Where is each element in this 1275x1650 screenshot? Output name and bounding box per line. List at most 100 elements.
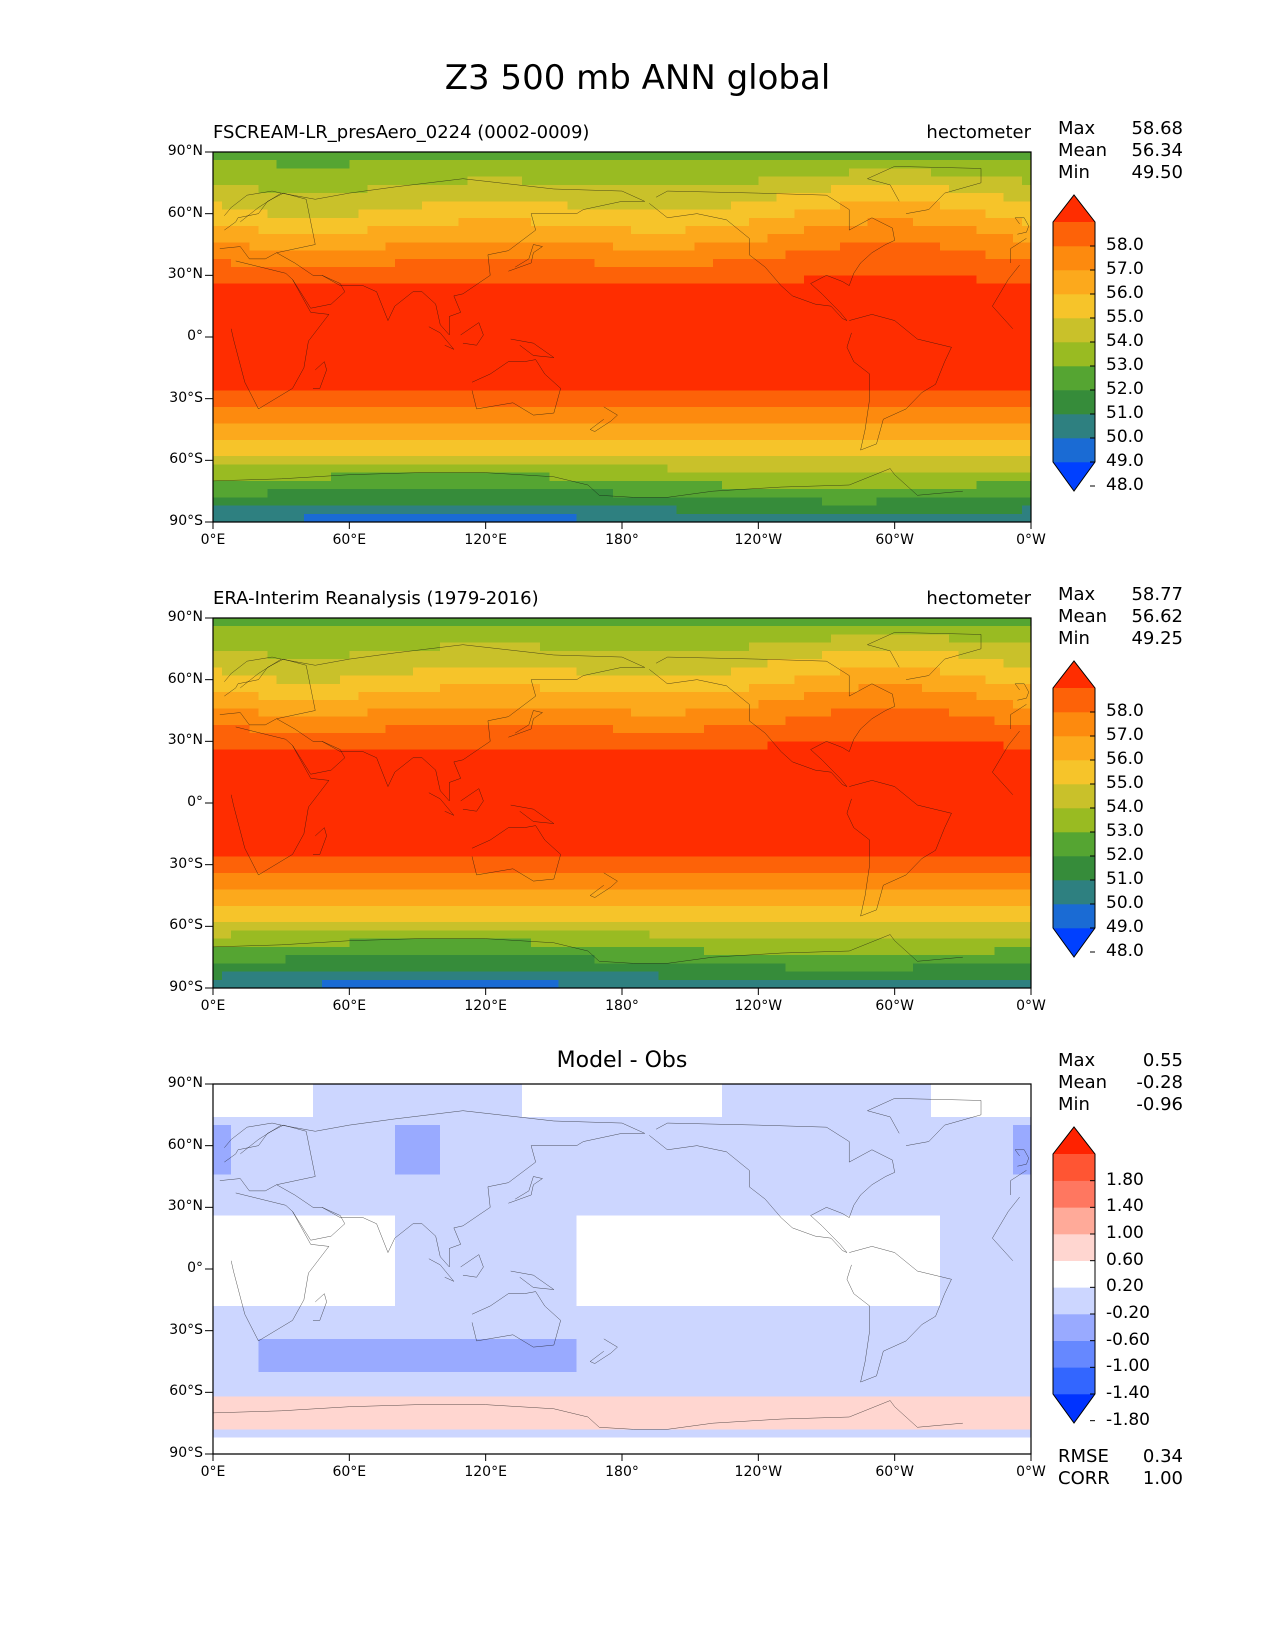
colorbar-2 xyxy=(1052,1126,1096,1424)
colorbar-bin xyxy=(1053,1154,1095,1181)
coastline xyxy=(293,1207,345,1240)
colorbar-tick-label: 48.0 xyxy=(1106,941,1144,961)
coastline xyxy=(213,469,963,498)
coastline xyxy=(590,1339,617,1364)
axis-ticks xyxy=(205,151,1032,529)
colorbar-tick-label: 0.20 xyxy=(1106,1276,1144,1297)
colorbar-tick-label: 57.0 xyxy=(1106,259,1144,279)
colorbar-tick-label: 51.0 xyxy=(1106,403,1144,423)
coastline xyxy=(867,632,981,679)
coastline xyxy=(277,645,645,801)
colorbar-bin xyxy=(1053,438,1095,463)
coastline xyxy=(992,265,1019,329)
colorbar-bin xyxy=(1053,1287,1095,1315)
colorbar-bin xyxy=(1053,1207,1095,1235)
coastline xyxy=(461,1255,484,1278)
coastline xyxy=(213,1401,963,1430)
coastline xyxy=(429,327,454,350)
coastline xyxy=(1015,1150,1029,1166)
y-tick-label: 60°N xyxy=(167,204,203,221)
coastline xyxy=(511,1271,554,1290)
coastline xyxy=(313,362,327,389)
coastline xyxy=(220,659,315,725)
stat-label-min: Min xyxy=(1058,162,1090,183)
y-tick-label: 0° xyxy=(187,794,203,810)
x-tick-label: 180° xyxy=(605,998,639,1014)
y-tick-label: 90°S xyxy=(169,979,203,995)
coastline xyxy=(1011,704,1027,729)
x-tick-label: 120°E xyxy=(464,532,507,548)
stat-value-mean: -0.28 xyxy=(1136,1072,1183,1093)
x-tick-label: 120°W xyxy=(734,998,783,1014)
colorbar-tick-label: -1.00 xyxy=(1106,1356,1150,1377)
stat-value-mean: 56.34 xyxy=(1131,140,1183,161)
coastline xyxy=(508,245,542,272)
coastline xyxy=(429,1259,454,1282)
coastline xyxy=(472,1292,561,1348)
colorbar-bin xyxy=(1053,784,1095,809)
x-tick-label: 0°W xyxy=(1016,1464,1046,1480)
colorbar-bin xyxy=(1053,366,1095,391)
stat-value-corr: 1.00 xyxy=(1142,1468,1183,1489)
colorbar-extend-min xyxy=(1053,462,1095,491)
colorbar-1 xyxy=(1052,660,1096,958)
stat-label-mean: Mean xyxy=(1058,140,1108,161)
stat-label-max: Max xyxy=(1058,1050,1096,1071)
colorbar-bin xyxy=(1053,712,1095,737)
coastline xyxy=(220,1125,315,1191)
colorbar-0 xyxy=(1052,194,1096,492)
colorbar-bin xyxy=(1053,1340,1095,1368)
colorbar-bin xyxy=(1053,1234,1095,1261)
coastline xyxy=(224,1123,281,1154)
colorbar-bin xyxy=(1053,246,1095,271)
colorbar-bin xyxy=(1053,390,1095,415)
colorbar-extend-max xyxy=(1053,195,1095,222)
x-tick-label: 0°E xyxy=(200,998,226,1014)
stat-value-min: 49.50 xyxy=(1131,162,1183,183)
y-tick-label: 0° xyxy=(187,328,203,344)
colorbar-bin xyxy=(1053,1260,1095,1288)
colorbar-bin xyxy=(1053,880,1095,905)
y-tick-label: 90°S xyxy=(169,513,203,529)
colorbar-tick-label: 52.0 xyxy=(1106,379,1144,399)
colorbar-extend-max xyxy=(1053,661,1095,688)
coastline xyxy=(231,261,329,409)
y-tick-label: 30°N xyxy=(167,266,203,283)
colorbar-bin xyxy=(1053,294,1095,319)
panel-units: hectometer xyxy=(926,588,1031,609)
colorbar-tick-label: 49.0 xyxy=(1106,451,1144,471)
y-tick-label: 30°S xyxy=(169,1321,203,1338)
x-tick-label: 120°W xyxy=(734,1464,783,1480)
coastline xyxy=(847,314,952,450)
colorbar-bin xyxy=(1053,832,1095,857)
y-tick-label: 90°N xyxy=(167,143,203,159)
coastline xyxy=(293,741,345,774)
colorbar-tick-label: 53.0 xyxy=(1106,821,1144,841)
coastline xyxy=(649,1123,894,1253)
colorbar-tick-label: 58.0 xyxy=(1106,235,1144,255)
y-tick-label: 60°S xyxy=(169,451,203,468)
coastline xyxy=(649,657,894,787)
coastline xyxy=(293,275,345,308)
y-tick-label: 90°N xyxy=(167,1075,203,1091)
x-tick-label: 120°E xyxy=(464,1464,507,1480)
panel-title-left: ERA-Interim Reanalysis (1979-2016) xyxy=(213,588,539,609)
colorbar-bin xyxy=(1053,904,1095,929)
map-panel-0 xyxy=(213,152,1031,522)
stat-value-max: 58.77 xyxy=(1131,584,1183,605)
colorbar-bin xyxy=(1053,318,1095,343)
coastline xyxy=(867,166,981,213)
stat-value-min: 49.25 xyxy=(1131,628,1183,649)
colorbar-tick-label: 54.0 xyxy=(1106,331,1144,351)
y-tick-label: 90°N xyxy=(167,609,203,625)
coastline xyxy=(1011,238,1027,263)
colorbar-bin xyxy=(1053,1367,1095,1395)
colorbar-bin xyxy=(1053,1180,1095,1208)
stat-value-mean: 56.62 xyxy=(1131,606,1183,627)
colorbar-tick-label: 56.0 xyxy=(1106,749,1144,769)
colorbar-tick-label: 50.0 xyxy=(1106,893,1144,913)
coastline xyxy=(1015,218,1029,234)
colorbar-tick-label: 1.00 xyxy=(1106,1223,1144,1243)
colorbar-tick-label: 53.0 xyxy=(1106,355,1144,375)
coastline xyxy=(1011,1170,1027,1195)
